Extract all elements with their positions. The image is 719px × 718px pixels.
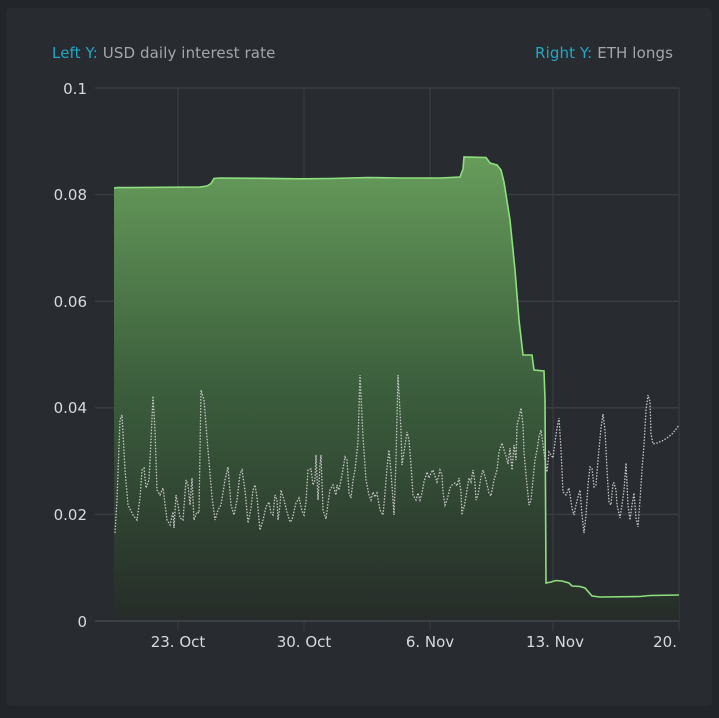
x-tick-label: 23. Oct [151,633,206,651]
legend-right-axis: Right Y: ETH longs [535,44,673,62]
x-tick-label: 6. Nov [406,633,454,651]
y-tick-label: 0.08 [54,186,87,204]
x-axis-labels: 23. Oct 30. Oct 6. Nov 13. Nov 20. [151,633,677,651]
y-tick-label: 0.06 [54,293,87,311]
y-tick-label: 0.02 [54,506,87,524]
y-tick-label: 0 [77,613,87,631]
interest-rate-line [113,156,680,598]
x-tick-label: 30. Oct [277,633,332,651]
y-tick-label: 0.04 [54,399,87,417]
eth-longs-line [114,374,680,534]
x-tick-label: 20. [653,633,677,651]
y-tick-label: 0.1 [63,80,87,98]
x-tick-label: 13. Nov [526,633,584,651]
legend-left-label: USD daily interest rate [102,44,276,62]
legend-right-prefix: Right Y: [535,44,593,62]
legend-left-axis: Left Y: USD daily interest rate [52,44,275,62]
legend-right-label: ETH longs [597,44,673,62]
interest-rate-area [114,157,679,621]
legend-left-prefix: Left Y: [52,44,98,62]
y-axis-labels: 0.1 0.08 0.06 0.04 0.02 0 [54,80,87,631]
